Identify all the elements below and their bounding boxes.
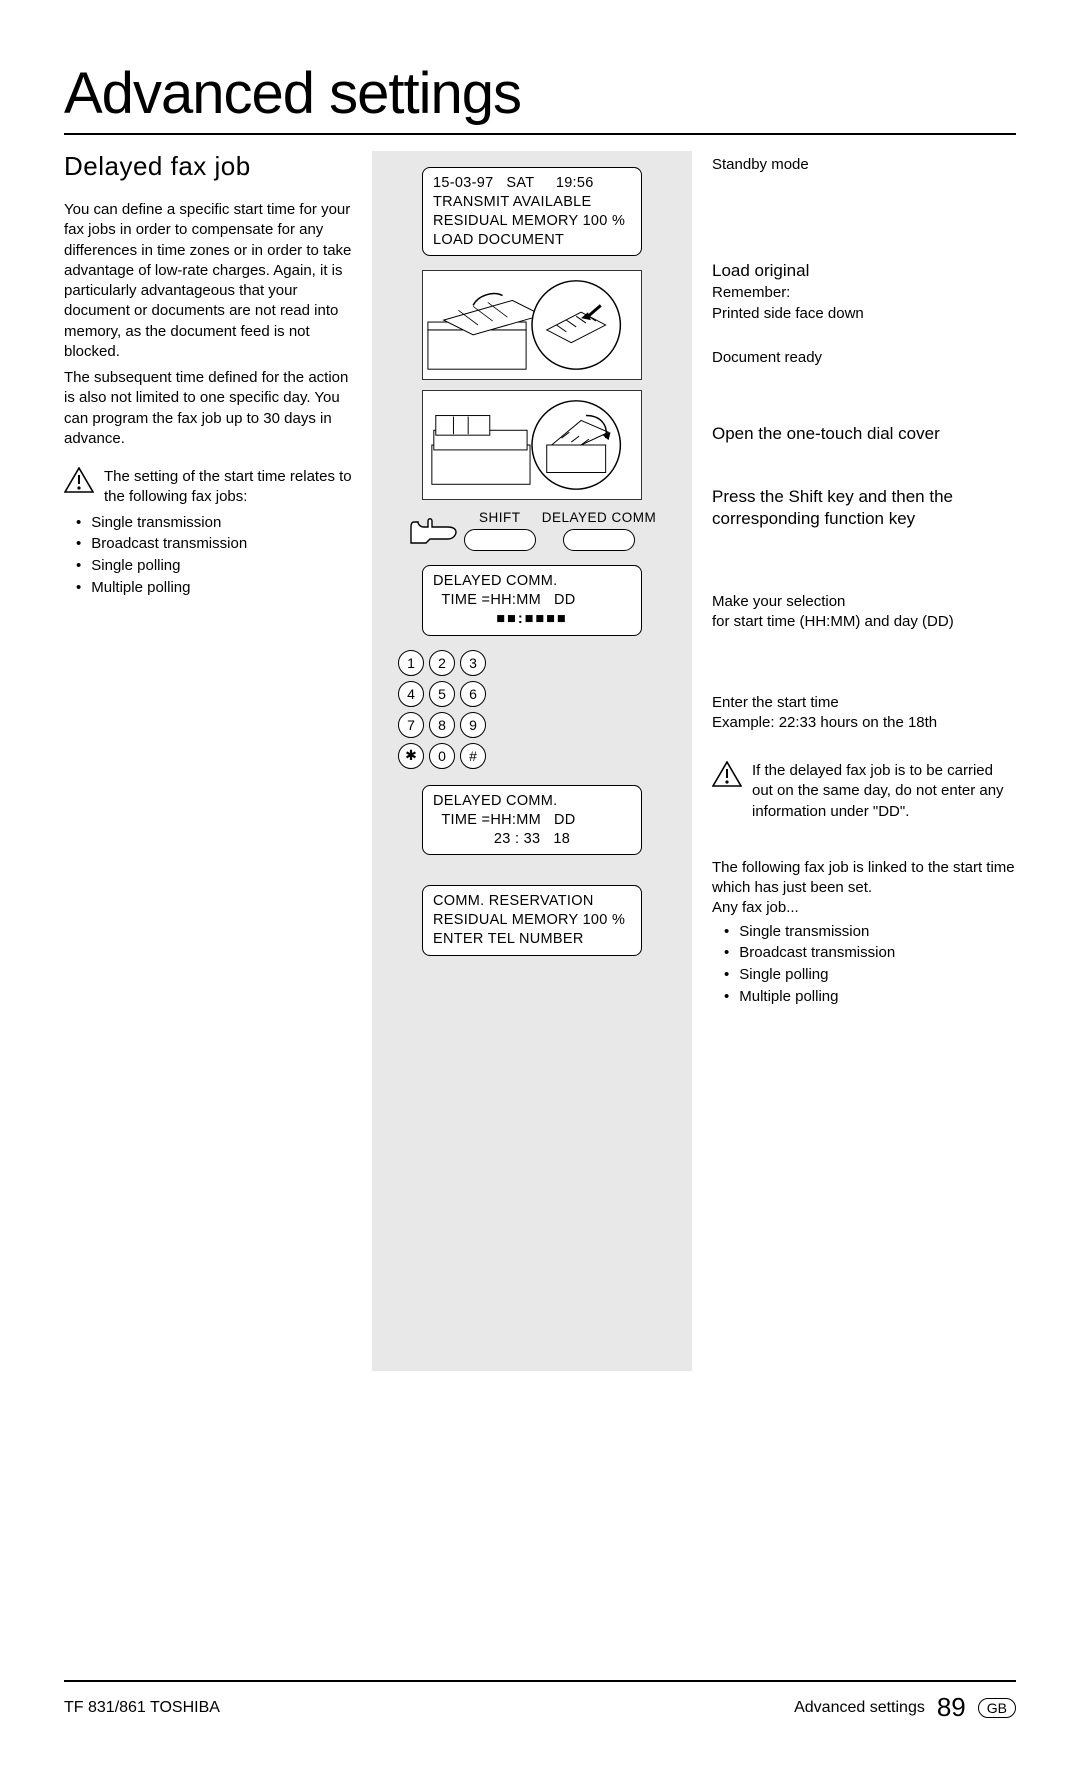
lcd-line: ENTER TEL NUMBER [433, 930, 631, 949]
open-cover-heading: Open the one-touch dial cover [712, 424, 1016, 444]
lcd-line: TIME =HH:MM DD [433, 591, 631, 610]
enter-time-2: Example: 22:33 hours on the 18th [712, 713, 1016, 733]
key-0[interactable]: 0 [429, 743, 455, 769]
standby-label: Standby mode [712, 155, 1016, 175]
job-types-list-a: Single transmission Broadcast transmissi… [64, 512, 352, 599]
lcd-line: RESIDUAL MEMORY 100 % [433, 911, 631, 930]
pointing-hand-icon [408, 513, 458, 549]
key-2[interactable]: 2 [429, 650, 455, 676]
press-shift-heading: Press the Shift key and then the corresp… [712, 486, 1016, 530]
delayed-comm-button[interactable] [563, 529, 635, 551]
warning-block-1: The setting of the start time relates to… [64, 467, 352, 508]
lcd-standby: 15-03-97 SAT 19:56 TRANSMIT AVAILABLE RE… [422, 167, 642, 256]
list-item: Broadcast transmission [724, 942, 1016, 964]
key-8[interactable]: 8 [429, 712, 455, 738]
illustration-load-original [422, 270, 642, 380]
right-column: Standby mode Load original Remember: Pri… [712, 151, 1016, 1371]
list-item: Single transmission [76, 512, 352, 534]
linked-text-2: Any fax job... [712, 898, 1016, 918]
key-hash[interactable]: # [460, 743, 486, 769]
page-footer: TF 831/861 TOSHIBA Advanced settings 89 … [64, 1680, 1016, 1723]
lcd-line: LOAD DOCUMENT [433, 231, 631, 250]
shift-button-group: SHIFT [464, 510, 536, 551]
key-7[interactable]: 7 [398, 712, 424, 738]
key-6[interactable]: 6 [460, 681, 486, 707]
list-item: Multiple polling [724, 986, 1016, 1008]
lcd-line: DELAYED COMM. [433, 792, 631, 811]
load-original-block: Load original Remember: Printed side fac… [712, 261, 1016, 324]
left-column: Delayed fax job You can define a specifi… [64, 151, 352, 1371]
footer-right: Advanced settings 89 GB [794, 1692, 1016, 1723]
button-row: SHIFT DELAYED COMM [386, 510, 678, 551]
section-title: Delayed fax job [64, 151, 352, 182]
warning-icon [64, 467, 94, 493]
delayed-comm-label: DELAYED COMM [542, 510, 657, 525]
page-title: Advanced settings [64, 60, 1016, 127]
make-selection-2: for start time (HH:MM) and day (DD) [712, 612, 1016, 632]
printed-side-label: Printed side face down [712, 304, 1016, 324]
illustration-open-cover [422, 390, 642, 500]
key-5[interactable]: 5 [429, 681, 455, 707]
list-item: Multiple polling [76, 577, 352, 599]
shift-label: SHIFT [479, 510, 521, 525]
key-9[interactable]: 9 [460, 712, 486, 738]
lcd-reservation: COMM. RESERVATION RESIDUAL MEMORY 100 % … [422, 885, 642, 956]
intro-paragraph-1: You can define a specific start time for… [64, 200, 352, 362]
enter-time-1: Enter the start time [712, 693, 1016, 713]
language-badge: GB [978, 1698, 1016, 1718]
key-4[interactable]: 4 [398, 681, 424, 707]
lcd-line: 23 : 33 18 [433, 830, 631, 849]
warning-text-1: The setting of the start time relates to… [104, 467, 352, 508]
linked-text-1: The following fax job is linked to the s… [712, 858, 1016, 899]
footer-section-label: Advanced settings [794, 1699, 925, 1717]
warning-text-2: If the delayed fax job is to be carried … [752, 761, 1016, 822]
shift-button[interactable] [464, 529, 536, 551]
key-star[interactable]: ✱ [398, 743, 424, 769]
load-original-heading: Load original [712, 261, 1016, 281]
list-item: Single polling [724, 964, 1016, 986]
lcd-line: TRANSMIT AVAILABLE [433, 193, 631, 212]
footer-left: TF 831/861 TOSHIBA [64, 1699, 220, 1717]
middle-column: 15-03-97 SAT 19:56 TRANSMIT AVAILABLE RE… [372, 151, 692, 1371]
key-1[interactable]: 1 [398, 650, 424, 676]
list-item: Single polling [76, 555, 352, 577]
lcd-delayed-entry: DELAYED COMM. TIME =HH:MM DD ■■:■■■■ [422, 565, 642, 636]
title-rule [64, 133, 1016, 135]
delayed-comm-button-group: DELAYED COMM [542, 510, 657, 551]
page: Advanced settings Delayed fax job You ca… [0, 0, 1080, 1773]
lcd-line: DELAYED COMM. [433, 572, 631, 591]
warning-icon [712, 761, 742, 787]
lcd-line: 15-03-97 SAT 19:56 [433, 174, 631, 193]
page-number: 89 [937, 1692, 966, 1723]
lcd-line: RESIDUAL MEMORY 100 % [433, 212, 631, 231]
lcd-delayed-filled: DELAYED COMM. TIME =HH:MM DD 23 : 33 18 [422, 785, 642, 856]
lcd-line: TIME =HH:MM DD [433, 811, 631, 830]
make-selection-1: Make your selection [712, 592, 1016, 612]
warning-block-2: If the delayed fax job is to be carried … [712, 761, 1016, 822]
intro-paragraph-2: The subsequent time defined for the acti… [64, 368, 352, 449]
document-ready-label: Document ready [712, 348, 1016, 368]
remember-label: Remember: [712, 283, 1016, 303]
list-item: Single transmission [724, 921, 1016, 943]
lcd-line: ■■:■■■■ [433, 610, 631, 629]
job-types-list-b: Single transmission Broadcast transmissi… [712, 921, 1016, 1008]
lcd-line: COMM. RESERVATION [433, 892, 631, 911]
list-item: Broadcast transmission [76, 533, 352, 555]
key-3[interactable]: 3 [460, 650, 486, 676]
numeric-keypad: 1 2 3 4 5 6 7 8 9 ✱ 0 # [398, 650, 492, 771]
columns: Delayed fax job You can define a specifi… [64, 151, 1016, 1371]
